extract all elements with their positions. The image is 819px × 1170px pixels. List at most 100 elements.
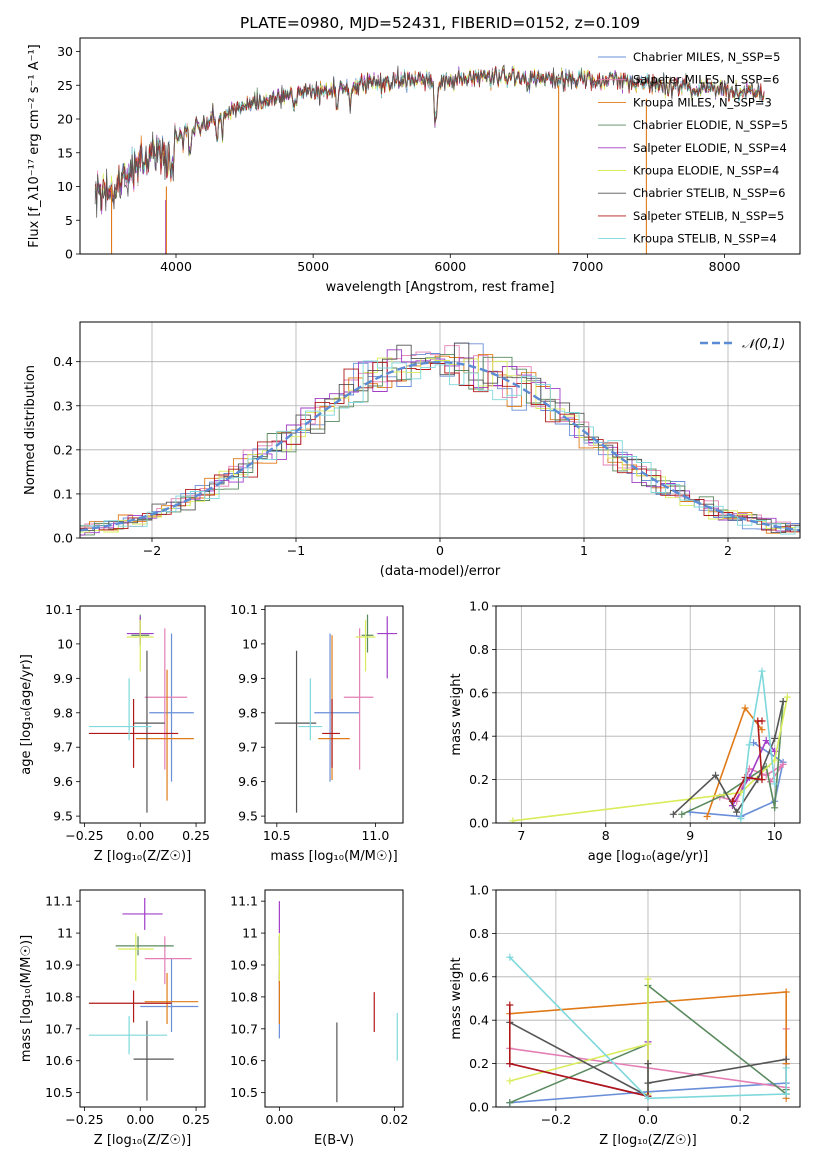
weight-point-marker (506, 1099, 514, 1107)
y-axis-label: mass weight (449, 673, 464, 755)
weight-point-marker (733, 808, 741, 816)
y-tick-label: 10.1 (45, 602, 73, 617)
x-tick-label: 8000 (709, 259, 741, 274)
y-tick-label: 10.6 (45, 1053, 73, 1068)
plot-area (506, 953, 790, 1107)
age-vs-metallicity-panel: −0.25 0.00 0.25 9.5 9.6 9.7 9.8 9.9 10 10.1 Z [log… (19, 602, 210, 864)
weight-point-marker (712, 771, 720, 779)
weight-point-marker (669, 810, 677, 818)
x-tick-label: 0.00 (126, 828, 154, 843)
x-tick-label: 1 (580, 543, 588, 558)
y-tick-label: 0.8 (469, 926, 489, 941)
y-tick-label: 0.2 (469, 1056, 489, 1071)
weight-point-marker (506, 1060, 514, 1068)
y-tick-label: 10.7 (45, 1021, 73, 1036)
weight-point-marker (782, 1055, 790, 1063)
y-tick-label: 0.2 (53, 442, 73, 457)
x-tick-label: 7000 (572, 259, 604, 274)
spectrum-panel: 4000 5000 6000 7000 8000 0 5 10 15 20 25 30 waveleng… (27, 37, 801, 295)
x-tick-label: 0.02 (380, 1112, 408, 1127)
x-axis-label: mass [log₁₀(M/M☉)] (270, 849, 397, 864)
y-tick-label: 10 (57, 636, 73, 651)
mass-vs-ebv-panel: 0.00 0.02 10.5 10.6 10.7 10.8 10.9 11 11.1 E(B-V) (230, 889, 408, 1148)
x-tick-label: 7 (517, 828, 525, 843)
y-tick-label: 0.6 (469, 969, 489, 984)
residual-histogram (80, 342, 800, 534)
weight-point-marker (771, 780, 779, 788)
plot-area (88, 897, 199, 1101)
axes-frame (79, 321, 801, 539)
x-tick-label: −0.25 (65, 1112, 103, 1127)
weight-point-marker (771, 804, 779, 812)
x-axis-label: Z [log₁₀(Z/Z☉)] (599, 1133, 696, 1148)
weight-point-marker (771, 734, 779, 742)
y-tick-label: 0.4 (469, 729, 489, 744)
mass-vs-metallicity-panel: −0.25 0.00 0.25 10.5 10.6 10.7 10.8 10.9 11 11.1 Z… (19, 889, 210, 1148)
weight-series-line (509, 979, 649, 1094)
y-tick-label: 0.0 (469, 1100, 489, 1115)
y-tick-label: 9.5 (53, 809, 73, 824)
y-tick-label: 11 (57, 926, 73, 941)
x-axis-label: (data-model)/error (380, 564, 501, 579)
x-tick-label: 0.00 (265, 1112, 293, 1127)
x-axis-label: wavelength [Angstrom, rest frame] (326, 280, 555, 295)
x-tick-label: 4000 (160, 259, 192, 274)
age-vs-mass-panel: 10.5 11.0 9.5 9.6 9.7 9.8 9.9 10 10.1 mass [log₁₀… (230, 602, 404, 864)
x-tick-label: −1 (287, 543, 305, 558)
x-tick-label: 0.25 (182, 828, 210, 843)
axes-frame (79, 37, 801, 255)
y-axis-label: age [log₁₀(age/yr)] (19, 654, 34, 775)
x-tick-label: 0.0 (638, 1112, 658, 1127)
y-tick-label: 10.1 (230, 602, 258, 617)
y-tick-label: 10.8 (45, 989, 73, 1004)
y-tick-label: 10.9 (230, 957, 258, 972)
x-tick-label: 2 (724, 543, 732, 558)
weight-point-marker (782, 1090, 790, 1098)
weight-point-marker (758, 667, 766, 675)
legend-entry: Chabrier STELIB, N_SSP=6 (633, 186, 785, 200)
x-tick-label: 5000 (297, 259, 329, 274)
weight-series-line (509, 956, 787, 1100)
y-tick-label: 0 (65, 247, 73, 262)
weight-point-marker (783, 693, 791, 701)
weight-point-marker (506, 1077, 514, 1085)
x-axis-label: Z [log₁₀(Z/Z☉)] (94, 849, 191, 864)
y-tick-label: 0.0 (53, 531, 73, 546)
plot-area (94, 64, 765, 254)
y-tick-label: 11.1 (45, 894, 73, 909)
y-tick-label: 0.8 (469, 642, 489, 657)
y-tick-label: 9.8 (238, 705, 258, 720)
y-tick-label: 0.3 (53, 398, 73, 413)
y-tick-label: 9.9 (53, 671, 73, 686)
y-axis-label: mass weight (449, 957, 464, 1039)
legend-entry: Kroupa MILES, N_SSP=3 (633, 95, 772, 109)
y-tick-label: 1.0 (469, 883, 489, 898)
y-tick-label: 25 (57, 78, 73, 93)
plot-area (274, 614, 398, 813)
y-tick-label: 11.1 (230, 894, 258, 909)
y-tick-label: 11 (242, 926, 258, 941)
x-tick-label: −2 (143, 543, 161, 558)
weight-point-marker (782, 988, 790, 996)
y-tick-label: 10 (242, 636, 258, 651)
y-tick-label: 10.7 (230, 1021, 258, 1036)
weight-point-marker (644, 1079, 652, 1087)
axes-frame (79, 605, 206, 824)
plot-area (509, 667, 791, 823)
axes-frame (79, 889, 206, 1108)
weight-point-marker (728, 797, 736, 805)
y-tick-label: 10.9 (45, 957, 73, 972)
y-axis-label: Normed distribution (23, 365, 38, 495)
y-tick-label: 10.5 (45, 1085, 73, 1100)
weight-point-marker (762, 737, 770, 745)
weight-point-marker (758, 726, 766, 734)
normal-curve (80, 360, 800, 532)
weight-point-marker (758, 717, 766, 725)
plot-area (80, 342, 800, 538)
weight-point-marker (703, 812, 711, 820)
y-tick-label: 9.6 (238, 774, 258, 789)
y-tick-label: 0.4 (53, 354, 73, 369)
weight-point-marker (779, 760, 787, 768)
figure-title: PLATE=0980, MJD=52431, FIBERID=0152, z=0… (240, 14, 640, 32)
